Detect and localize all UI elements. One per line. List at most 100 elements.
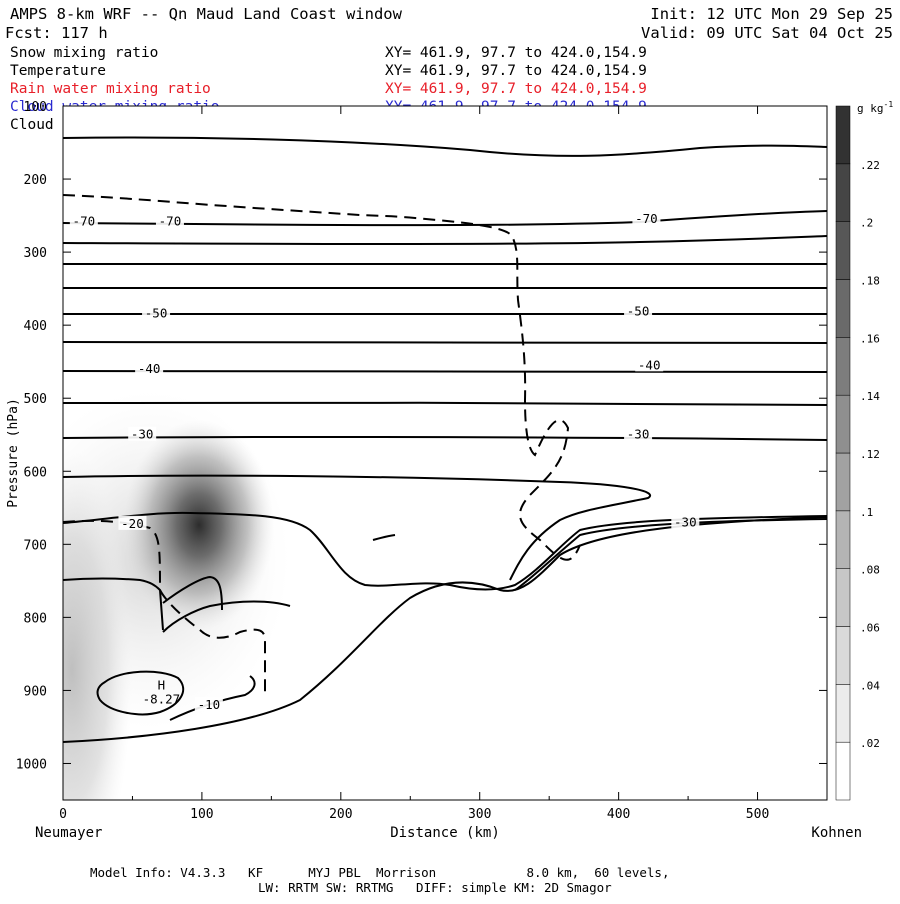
x-tick-label: 200 [329,807,352,822]
contour-minus-45 [63,341,827,344]
colorbar-tick-label: .16 [860,332,880,345]
left-endpoint-label: Neumayer [35,825,102,841]
y-tick-label: 100 [24,100,47,115]
temperature-label: -30 [674,514,697,529]
temperature-label-bg [194,697,223,712]
temperature-label-bg [671,514,700,529]
y-tick-label: 300 [24,246,47,261]
temperature-label-bg [128,426,157,441]
colorbar-unit: g kg-1 [857,100,893,115]
y-tick-label: 900 [24,684,47,699]
x-tick-label: 300 [468,807,491,822]
colorbar-tick-label: .06 [860,622,880,635]
snow-weak-left [63,450,132,800]
axes: 0 100 200 300 400 500 100 200 300 400 500 600 700 800… [16,100,827,822]
temperature-label: -40 [138,361,161,376]
field-name: Temperature [10,63,106,79]
contour-minus-5 [514,518,827,591]
colorbar-bin [835,279,851,338]
colorbar: .02 .04 .06 .08 .1 .12 .14 .16 .18 .2 .22 [835,105,880,801]
temperature-contours [63,136,827,743]
field-name: Rain water mixing ratio [10,81,211,97]
colorbar-tick-label: .18 [860,275,880,288]
colorbar-bin [835,221,851,280]
colorbar-bin [835,337,851,396]
temperature-label-bg [135,360,164,375]
field-xy: XY= 461.9, 97.7 to 424.0,154.9 [385,81,647,97]
colorbar-tick-label: .2 [860,217,873,230]
y-tick-label: 700 [24,538,47,553]
colorbar-tick-label: .02 [860,737,880,750]
colorbar-bin [835,394,851,454]
colorbar-bin [835,741,851,801]
colorbar-bin [835,568,851,627]
colorbar-tick-label: .12 [860,448,880,461]
temperature-label: -30 [131,427,154,442]
x-tick-label: 400 [607,807,630,822]
contour-low-loop [169,675,256,721]
temperature-label: -20 [121,516,144,531]
init-time: Init: 12 UTC Mon 29 Sep 25 [650,5,893,23]
contour-minus-65 [63,235,827,245]
contour-minus-20-outer [63,511,827,591]
x-tick-label: 500 [746,807,769,822]
contour-minus-15 [162,600,291,633]
temperature-label-bg [624,303,653,318]
colorbar-tick-label: .04 [860,679,880,692]
high-value: -8.27 [143,692,181,707]
contour-minus-30 [63,435,827,441]
valid-time: Valid: 09 UTC Sat 04 Oct 25 [641,24,893,42]
field-xy: XY= 461.9, 97.7 to 424.0,154.9 [385,63,647,79]
temperature-label-bg [142,305,171,320]
colorbar-bin [835,452,851,512]
contour-minus-40 [63,370,827,373]
right-endpoint-label: Kohnen [811,825,862,841]
temperature-label: -70 [159,213,182,228]
colorbar-bin [835,510,851,569]
colorbar-bin [835,163,851,222]
contour-minus-15b [162,575,223,611]
temperature-label: -50 [145,305,168,320]
contour-minus-35 [63,401,827,406]
colorbar-bin [835,626,851,685]
snow-core [124,420,274,630]
model-info-line1: Model Info: V4.3.3 KF MYJ PBL Morrison 8… [90,865,669,880]
x-tick-label: 0 [59,807,67,822]
temperature-label-bg [624,426,653,441]
temperature-label: -70 [635,211,658,226]
y-tick-label: 800 [24,611,47,626]
contour-minus-25 [63,474,652,581]
y-tick-label: 1000 [16,757,47,772]
contour-small-wiggle [372,534,396,541]
field-name: Snow mixing ratio [10,45,158,61]
x-axis-label: Distance (km) [390,825,500,841]
temperature-label-bg [118,515,147,530]
contour-top [63,136,827,157]
high-marker: H-8.27 [143,678,181,707]
colorbar-tick-label: .08 [860,564,880,577]
colorbar-tick-label: .22 [860,159,880,172]
temperature-label: -50 [627,303,650,318]
y-tick-label: 500 [24,392,47,407]
temperature-label-bg [635,357,664,372]
temperature-label: -30 [627,427,650,442]
plot-area: -70 -70 -70 -50 -50 -40 -40 -30 -30 -20 -30 -10 H-8… [62,105,828,801]
chart-title: AMPS 8-km WRF -- Qn Maud Land Coast wind… [10,5,403,23]
contour-minus-10 [63,516,827,743]
y-tick-label: 400 [24,319,47,334]
y-tick-label: 200 [24,173,47,188]
temperature-label-bg [155,213,184,228]
colorbar-unit-base: g kg [857,102,884,115]
snow-shading [63,390,290,800]
model-info-line2: LW: RRTM SW: RRTMG DIFF: simple KM: 2D S… [258,880,612,895]
colorbar-bin [835,105,851,165]
contour-minus-20-inner [63,577,164,631]
field-xy: XY= 461.9, 97.7 to 424.0,154.9 [385,45,647,61]
y-axis-label: Pressure (hPa) [6,398,21,508]
temperature-label: -10 [198,697,221,712]
temperature-labels: -70 -70 -70 -50 -50 -40 -40 -30 -30 -20 -30 -10 [69,211,700,712]
cloud-ice-contour-main [63,194,581,561]
contour-high-loop [96,670,185,716]
